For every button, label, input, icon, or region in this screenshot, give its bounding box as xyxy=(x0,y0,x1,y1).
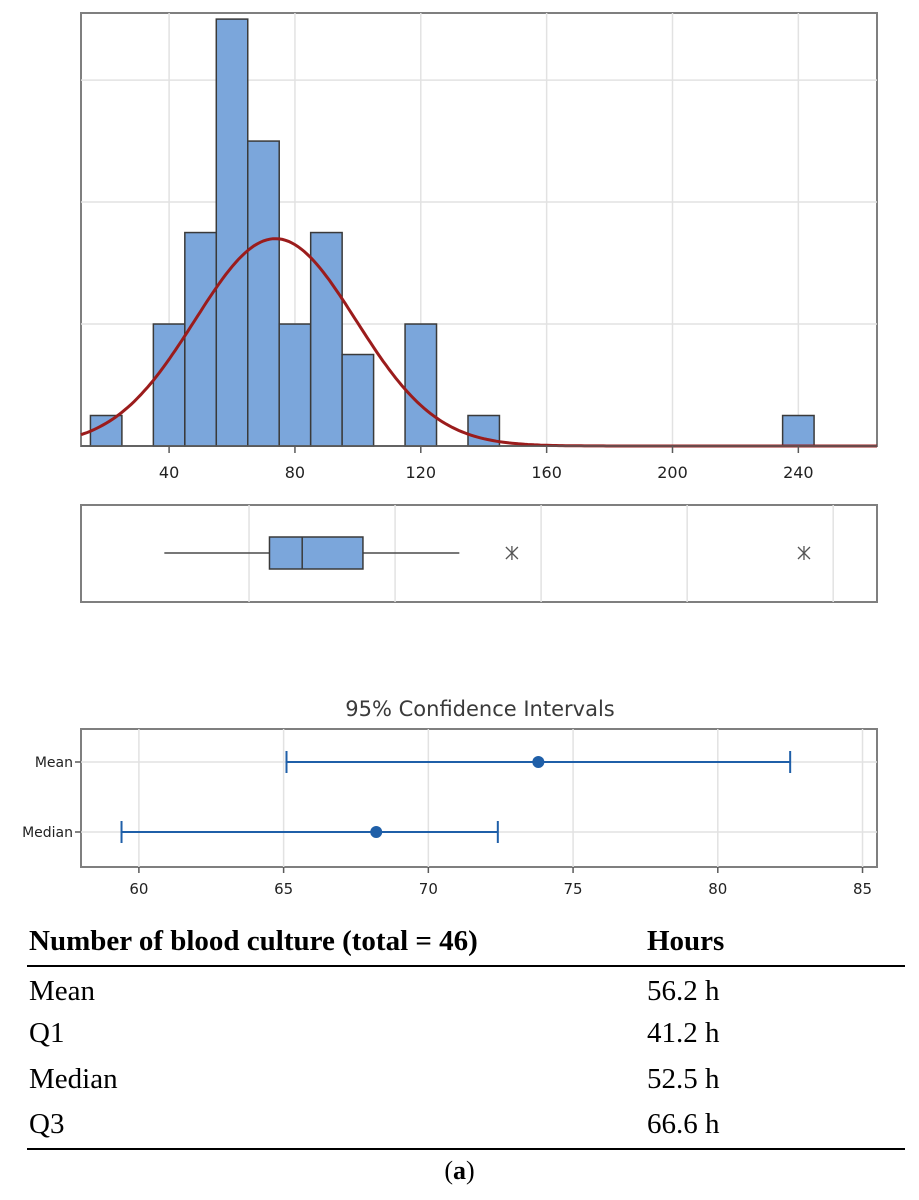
histogram-x-ticks: 40 80 120 160 200 240 xyxy=(159,446,814,482)
ci-title: 95% Confidence Intervals xyxy=(345,697,614,721)
ci-point-estimate xyxy=(370,826,383,838)
histogram-bar xyxy=(467,414,501,447)
ci-tick-label: 60 xyxy=(129,880,148,898)
histogram-bars xyxy=(89,18,815,447)
table-bottom-rule xyxy=(27,1148,905,1150)
figure-caption: (a) xyxy=(0,1156,919,1186)
histogram-tick-label: 240 xyxy=(783,463,814,482)
histogram-bar xyxy=(184,231,218,447)
confidence-interval-panel: 95% Confidence Intervals 60 65 70 75 80 85 Me… xyxy=(22,697,878,898)
ci-tick-label: 80 xyxy=(708,880,727,898)
boxplot-outlier xyxy=(505,546,519,560)
ci-tick-label: 65 xyxy=(274,880,293,898)
histogram-bar xyxy=(404,323,438,447)
caption-open: ( xyxy=(444,1156,453,1185)
chart-figure: 40 80 120 160 200 240 95% Confidence Interval… xyxy=(22,12,878,898)
table-row-label: Median xyxy=(29,1063,118,1095)
boxplot-outlier xyxy=(797,546,811,560)
table-row: Median 52.5 h xyxy=(27,1063,905,1103)
boxplot-marks xyxy=(164,536,811,570)
ci-tick-label: 70 xyxy=(419,880,438,898)
table-row-label: Q3 xyxy=(29,1108,65,1140)
ci-category-label: Median xyxy=(22,825,73,841)
histogram-bar xyxy=(215,18,249,447)
table-row: Q1 41.2 h xyxy=(27,1017,905,1057)
histogram-panel: 40 80 120 160 200 240 xyxy=(80,12,878,482)
ci-point-estimate xyxy=(532,756,545,768)
caption-close: ) xyxy=(466,1156,475,1185)
histogram-bar xyxy=(341,353,375,447)
ci-category-label: Mean xyxy=(35,755,73,771)
table-header: Number of blood culture (total = 46) Hou… xyxy=(27,925,905,965)
table-header-hours: Hours xyxy=(647,925,725,957)
table-row-value: 41.2 h xyxy=(647,1017,720,1049)
table-row: Q3 66.6 h xyxy=(27,1108,905,1148)
histogram-bar xyxy=(278,323,312,447)
table-row-value: 56.2 h xyxy=(647,975,720,1007)
table-row-value: 52.5 h xyxy=(647,1063,720,1095)
histogram-tick-label: 160 xyxy=(531,463,562,482)
ci-category-labels: Mean Median xyxy=(22,755,81,841)
histogram-tick-label: 80 xyxy=(285,463,305,482)
table-row-label: Mean xyxy=(29,975,96,1007)
ci-tick-label: 75 xyxy=(564,880,583,898)
histogram-bar xyxy=(781,414,815,447)
histogram-tick-label: 40 xyxy=(159,463,179,482)
histogram-bar xyxy=(309,231,343,447)
table-row-label: Q1 xyxy=(29,1017,65,1049)
ci-tick-label: 85 xyxy=(853,880,872,898)
caption-letter: a xyxy=(453,1156,466,1185)
boxplot-panel xyxy=(80,504,878,603)
ci-x-ticks: 60 65 70 75 80 85 xyxy=(129,867,872,898)
ci-frame xyxy=(80,728,878,868)
table-header-label: Number of blood culture (total = 46) xyxy=(29,925,478,957)
table-top-rule xyxy=(27,965,905,967)
histogram-bar xyxy=(89,414,123,447)
histogram-tick-label: 120 xyxy=(406,463,437,482)
table-row-value: 66.6 h xyxy=(647,1108,720,1140)
table-row: Mean 56.2 h xyxy=(27,975,905,1015)
histogram-bar xyxy=(247,140,280,447)
histogram-tick-label: 200 xyxy=(657,463,688,482)
ci-marks xyxy=(120,751,792,843)
boxplot-box xyxy=(268,536,364,570)
